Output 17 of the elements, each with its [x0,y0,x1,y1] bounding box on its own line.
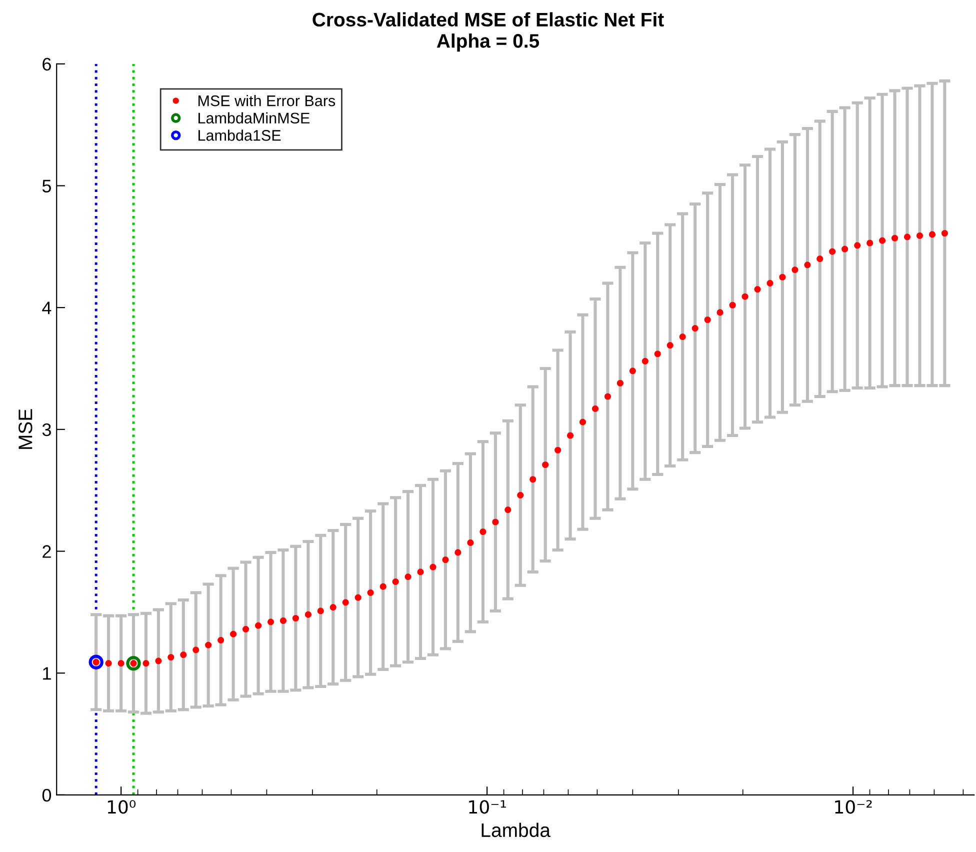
legend-label: MSE with Error Bars [198,94,336,106]
y-tick-label: 4 [42,302,52,314]
x-tick-label: 10⁰ [108,800,136,814]
legend-label: LambdaMinMSE [198,112,310,124]
chart-subtitle: Alpha = 0.5 [436,34,540,52]
legend-label: Lambda1SE [198,130,281,141]
y-tick-label: 2 [42,545,51,558]
chart-title: Cross-Validated MSE of Elastic Net Fit [312,12,664,27]
x-tick-label: 10⁻² [835,800,872,814]
y-axis-title: MSE [18,409,32,449]
x-axis-title: Lambda [482,822,550,838]
y-tick-label: 6 [42,58,51,71]
y-tick-label: 3 [42,423,51,436]
y-tick-label: 5 [42,180,51,192]
x-tick-label: 10⁻¹ [469,800,506,814]
y-tick-label: 1 [43,667,51,680]
y-tick-label: 0 [42,788,52,802]
